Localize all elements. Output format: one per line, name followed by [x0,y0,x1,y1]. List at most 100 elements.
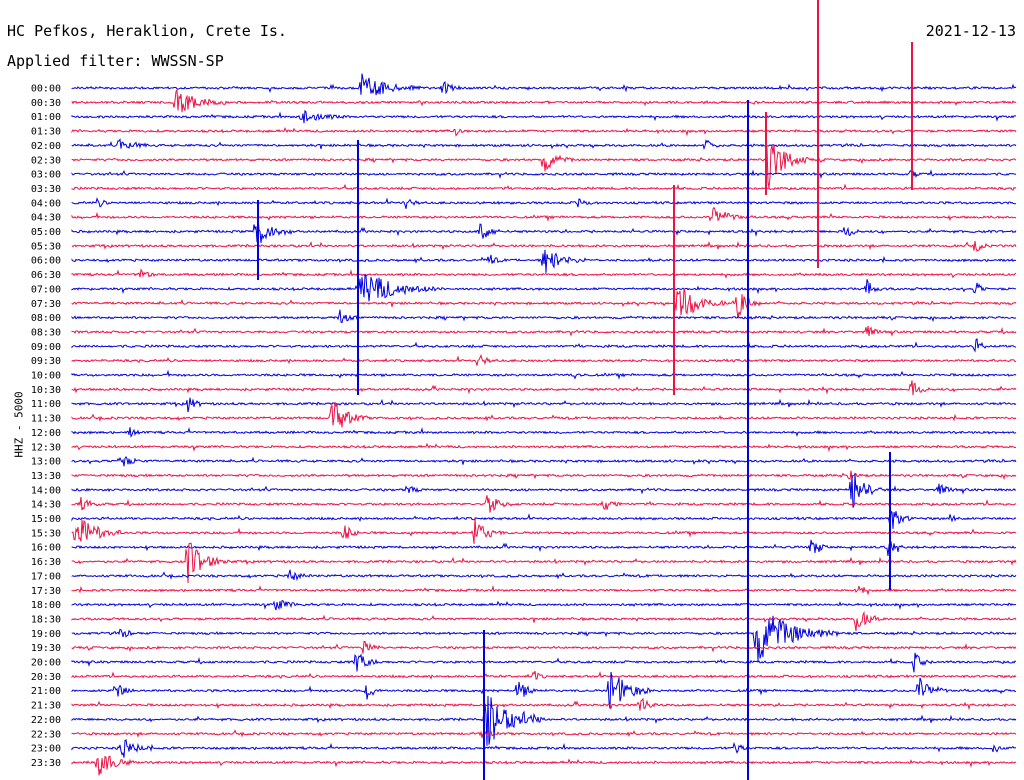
trace-row [71,517,1017,544]
trace-row [71,309,1017,324]
row-time-label: 07:30 [31,299,61,310]
trace-row [71,126,1017,137]
row-time-label: 10:30 [31,385,61,396]
row-time-label: 02:00 [31,141,61,152]
row-time-label: 09:00 [31,342,61,353]
traces [71,73,1017,776]
trace-row [71,109,1017,124]
trace-row [71,401,1017,428]
trace-row [71,495,1017,513]
trace-row [71,274,1017,302]
row-time-label: 01:30 [31,127,61,138]
row-time-label: 13:00 [31,457,61,468]
row-time-label: 05:00 [31,227,61,238]
trace-row [71,169,1016,180]
trace-row [71,473,1017,508]
row-time-label: 02:30 [31,155,61,166]
trace-row [71,353,1017,366]
trace-row [71,206,1017,223]
row-time-label: 15:00 [31,514,61,525]
trace-row [71,144,1017,188]
row-time-label: 14:00 [31,485,61,496]
trace-row [71,138,1017,151]
trace-row [71,455,1017,467]
row-time-label: 08:00 [31,313,61,324]
trace-row [71,268,1017,279]
row-time-label: 19:00 [31,629,61,640]
trace-row [71,755,1017,776]
row-time-label: 07:00 [31,284,61,295]
trace-row [71,670,1017,680]
row-time-label: 04:00 [31,198,61,209]
row-time-label: 20:00 [31,658,61,669]
row-time-label: 04:30 [31,213,61,224]
trace-row [71,538,1017,556]
row-time-label: 15:30 [31,528,61,539]
row-time-label: 23:00 [31,744,61,755]
trace-row [71,73,1017,96]
trace-row [71,369,1017,380]
date-label: 2021-12-13 [925,22,1016,40]
row-time-label: 22:30 [31,729,61,740]
trace-row [71,288,1017,319]
row-time-label: 11:00 [31,399,61,410]
trace-row [71,183,1017,191]
filter-label: Applied filter: WWSSN-SP [7,52,224,70]
row-time-label: 12:00 [31,428,61,439]
row-time-label: 08:30 [31,327,61,338]
trace-row [71,615,1017,662]
trace-row [71,380,1017,396]
row-time-label: 11:30 [31,414,61,425]
row-time-label: 00:30 [31,98,61,109]
trace-row [71,695,1017,746]
trace-row [71,569,1017,582]
row-time-label: 00:00 [31,84,61,95]
row-time-label: 19:30 [31,643,61,654]
trace-row [71,442,1017,453]
trace-row [71,337,1017,353]
row-time-label: 10:00 [31,371,61,382]
row-time-label: 23:30 [31,758,61,769]
trace-row [71,240,1017,252]
row-time-label: 13:30 [31,471,61,482]
trace-row [71,739,1016,758]
row-time-label: 01:00 [31,112,61,123]
trace-row [71,509,1017,529]
trace-row [71,671,1017,709]
station-title: HC Pefkos, Heraklion, Crete Is. [7,22,287,40]
trace-row [71,249,1016,273]
trace-row [71,325,1017,337]
row-time-label: 12:30 [31,442,61,453]
trace-row [71,610,1017,632]
row-time-label: 09:30 [31,356,61,367]
trace-row [71,88,1017,113]
trace-row [71,197,1016,209]
row-time-label: 21:00 [31,686,61,697]
trace-row [71,729,1017,739]
trace-row [71,600,1017,611]
trace-row [71,584,1017,596]
row-time-label: 18:30 [31,614,61,625]
row-time-label: 16:30 [31,557,61,568]
row-time-label: 17:00 [31,571,61,582]
row-time-label: 22:00 [31,715,61,726]
trace-row [71,697,1017,711]
row-time-label: 20:30 [31,672,61,683]
trace-row [71,427,1017,438]
trace-row [71,652,1017,673]
trace-row [71,470,1017,481]
row-time-label: 03:30 [31,184,61,195]
row-time-label: 05:30 [31,241,61,252]
trace-row [71,640,1017,654]
row-time-label: 06:30 [31,270,61,281]
trace-row [71,216,1017,244]
trace-row [71,397,1017,413]
row-time-label: 17:30 [31,586,61,597]
row-time-label: 18:00 [31,600,61,611]
row-time-label: 06:00 [31,256,61,267]
row-time-label: 21:30 [31,701,61,712]
row-time-label: 16:00 [31,543,61,554]
row-time-label: 03:00 [31,170,61,181]
row-time-label: 14:30 [31,500,61,511]
